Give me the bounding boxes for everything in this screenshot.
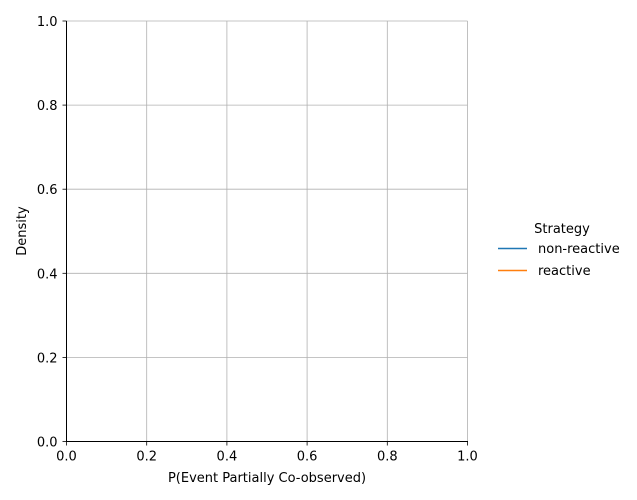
y-ticks: 0.0 0.2 0.4 0.6 0.8 1.0 bbox=[37, 15, 67, 451]
y-tick-label: 0.4 bbox=[37, 267, 58, 282]
x-axis-label: P(Event Partially Co-observed) bbox=[168, 471, 366, 486]
legend-title: Strategy bbox=[534, 222, 590, 237]
x-tick-label: 0.6 bbox=[297, 450, 318, 465]
y-tick-label: 0.6 bbox=[37, 183, 58, 198]
y-tick-label: 0.8 bbox=[37, 99, 58, 114]
legend-label-reactive: reactive bbox=[538, 264, 591, 279]
legend: Strategy non-reactive reactive bbox=[498, 222, 620, 279]
y-axis-label: Density bbox=[15, 206, 30, 256]
x-tick-label: 0.0 bbox=[56, 450, 77, 465]
x-ticks: 0.0 0.2 0.4 0.6 0.8 1.0 bbox=[56, 441, 478, 465]
grid bbox=[66, 20, 468, 442]
legend-label-non-reactive: non-reactive bbox=[538, 242, 620, 257]
x-tick-label: 0.8 bbox=[377, 450, 398, 465]
y-tick-label: 0.0 bbox=[37, 436, 58, 451]
x-tick-label: 0.4 bbox=[217, 450, 238, 465]
y-tick-label: 0.2 bbox=[37, 351, 58, 366]
axes bbox=[66, 21, 468, 442]
x-tick-label: 1.0 bbox=[457, 450, 478, 465]
y-tick-label: 1.0 bbox=[37, 15, 58, 30]
x-tick-label: 0.2 bbox=[136, 450, 157, 465]
